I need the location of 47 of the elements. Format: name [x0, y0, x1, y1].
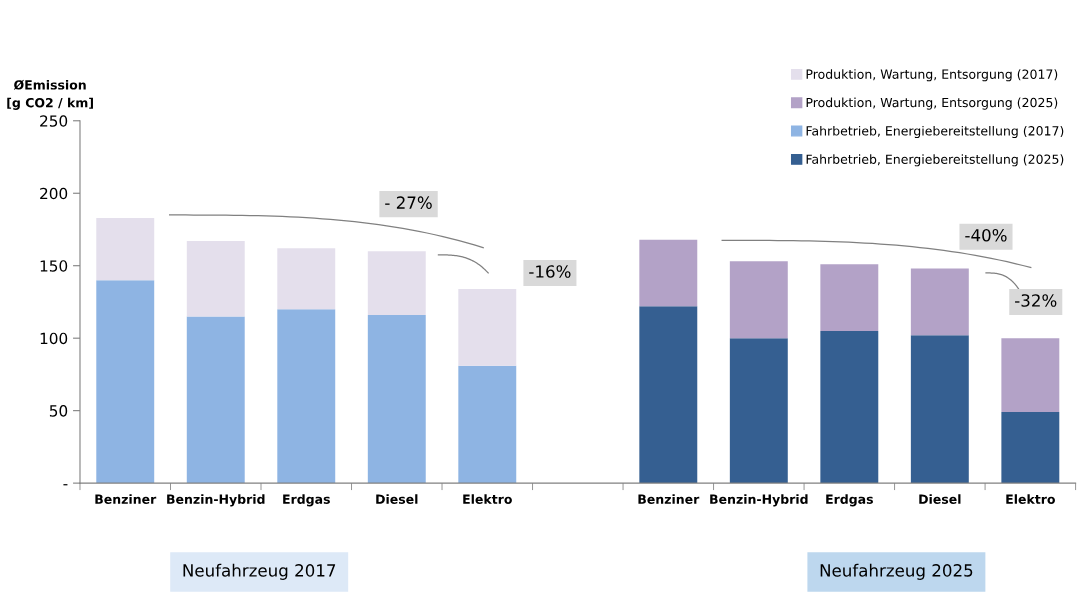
x-tick-label: Elektro — [1006, 494, 1055, 504]
text: Neufahrzeug 2025 — [820, 563, 973, 580]
legend-label: Produktion, Wartung, Entsorgung (2025) — [806, 97, 1058, 110]
bar — [820, 264, 879, 331]
bar — [639, 239, 698, 307]
y-tick-label: 100 — [40, 332, 68, 345]
x-tick-label: Diesel — [376, 494, 418, 504]
annotation: - 27% — [385, 196, 432, 209]
x-tick-label: Erdgas — [826, 494, 873, 507]
x-tick-label: Benzin-Hybrid — [710, 494, 808, 507]
legend-label: Produktion, Wartung, Entsorgung (2017) — [806, 69, 1058, 82]
annotation: -32% — [1015, 294, 1057, 307]
bar — [277, 309, 336, 484]
y-tick-label: 250 — [40, 115, 68, 127]
annotation: -40% — [965, 228, 1007, 242]
bar — [639, 306, 698, 484]
y-tick-label: - — [63, 484, 68, 486]
bar — [367, 314, 426, 484]
x-tick-label: Elektro — [463, 494, 512, 504]
bar — [458, 288, 517, 366]
x-tick-label: Erdgas — [283, 494, 330, 507]
bar — [458, 365, 517, 484]
bar — [729, 338, 788, 484]
legend-label: Fahrbetrieb, Energiebereitstellung (2017) — [806, 125, 1064, 138]
x-tick-label: Benziner — [95, 494, 157, 504]
x-tick-label: Benzin-Hybrid — [167, 494, 265, 507]
bar — [1001, 412, 1060, 484]
x-tick-label: Diesel — [919, 494, 961, 504]
x-tick-label: Benziner — [638, 494, 700, 504]
bar — [910, 335, 969, 484]
bar — [367, 251, 426, 315]
legend-label: Fahrbetrieb, Energiebereitstellung (2025) — [806, 154, 1064, 167]
y-tick-label: 150 — [40, 260, 68, 272]
y-tick-label: 200 — [40, 187, 68, 200]
bar — [96, 280, 155, 484]
bar — [729, 261, 788, 339]
bar — [910, 268, 969, 336]
bar — [820, 330, 879, 484]
bar — [1001, 338, 1060, 413]
y-tick-label: 50 — [49, 405, 68, 417]
bar — [277, 248, 336, 310]
bar — [186, 316, 245, 484]
annotation: -16% — [529, 265, 571, 278]
y-axis-title: ØEmission [g CO2 / km] — [7, 79, 93, 110]
bar — [96, 217, 155, 281]
text: Neufahrzeug 2017 — [183, 563, 336, 580]
bar — [186, 241, 245, 317]
